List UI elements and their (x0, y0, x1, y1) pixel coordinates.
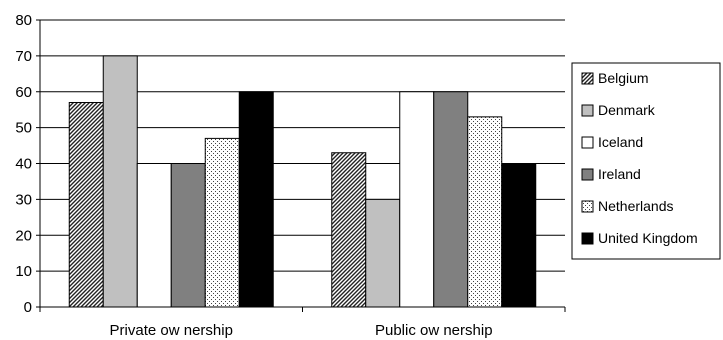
bar-united-kingdom-public-ow-nership (501, 163, 537, 308)
bar-iceland-public-ow-nership (399, 91, 435, 308)
legend-label-belgium: Belgium (598, 70, 649, 86)
legend-label-ireland: Ireland (598, 166, 641, 182)
legend-swatch-iceland (581, 136, 594, 149)
x-category-label: Private ow nership (110, 322, 233, 339)
legend-label-netherlands: Netherlands (598, 198, 674, 214)
y-tick-label: 40 (15, 156, 32, 173)
legend-swatch-united-kingdom (581, 232, 594, 245)
legend-label-denmark: Denmark (598, 102, 656, 118)
y-tick-label: 0 (24, 299, 32, 316)
legend-swatch-belgium (581, 72, 594, 85)
legend-swatch-denmark (581, 104, 594, 117)
legend-swatch-ireland (581, 168, 594, 181)
legend-label-united-kingdom: United Kingdom (598, 230, 698, 246)
legend: Belgium Denmark Iceland Ireland Netherlands U… (571, 62, 721, 260)
y-tick-label: 50 (15, 120, 32, 137)
y-tick-label: 10 (15, 263, 32, 280)
bar-denmark-private-ow-nership (102, 55, 138, 308)
legend-label-iceland: Iceland (598, 134, 643, 150)
bar-belgium-private-ow-nership (68, 102, 104, 308)
axes: 0 10 20 30 40 50 60 70 80 Private ow nership Publi… (15, 12, 566, 339)
y-tick-label: 30 (15, 191, 32, 208)
y-tick-label: 20 (15, 227, 32, 244)
bar-belgium-public-ow-nership (331, 152, 367, 308)
bar-denmark-public-ow-nership (365, 198, 401, 308)
y-tick-label: 80 (15, 12, 32, 29)
x-category-label: Public ow nership (375, 322, 493, 339)
legend-box (571, 62, 721, 260)
y-tick-label: 60 (15, 84, 32, 101)
bar-netherlands-public-ow-nership (467, 116, 503, 308)
y-tick-label: 70 (15, 48, 32, 65)
bar-ireland-public-ow-nership (433, 91, 469, 308)
bar-united-kingdom-private-ow-nership (238, 91, 274, 308)
bar-netherlands-private-ow-nership (204, 137, 240, 308)
legend-swatch-netherlands (581, 200, 594, 213)
bars (68, 55, 537, 308)
bar-iceland-private-ow-nership (136, 163, 172, 308)
bar-ireland-private-ow-nership (170, 163, 206, 308)
